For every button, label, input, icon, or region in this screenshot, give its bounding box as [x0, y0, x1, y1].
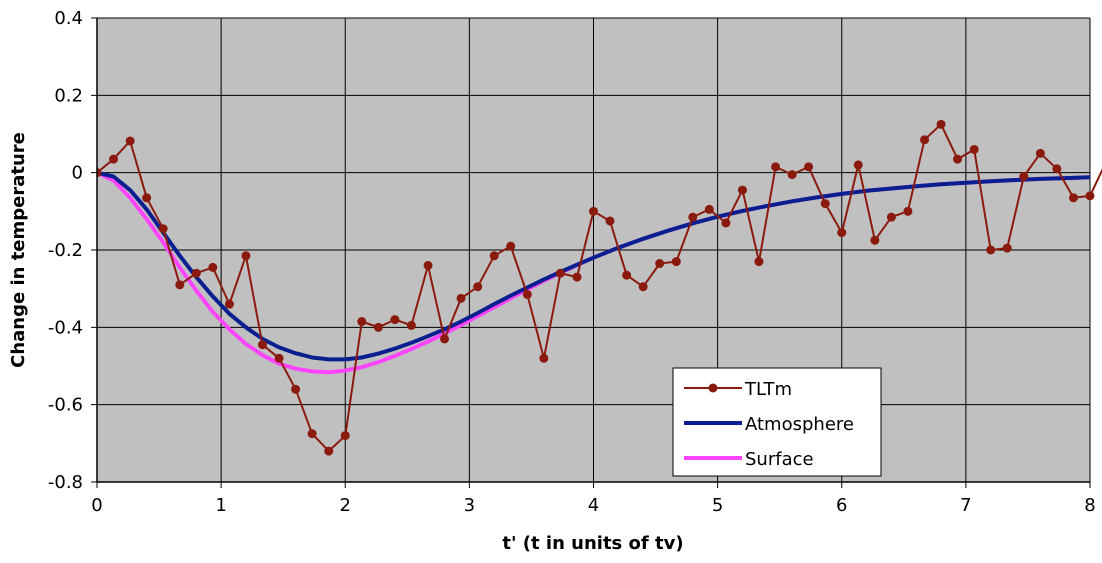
data-point — [1002, 243, 1012, 253]
data-point — [274, 353, 284, 363]
data-point — [936, 119, 946, 129]
data-point — [97, 168, 102, 178]
series-tltm — [97, 119, 1102, 456]
x-tick-label: 1 — [215, 495, 226, 516]
data-point — [837, 228, 847, 238]
y-tick-label: -0.2 — [48, 240, 83, 261]
data-point — [423, 260, 433, 270]
data-point — [754, 257, 764, 267]
data-point — [953, 154, 963, 164]
y-tick-label: -0.6 — [48, 395, 83, 416]
series-line-atmosphere — [97, 170, 1091, 362]
data-point — [241, 251, 251, 261]
data-point — [291, 384, 301, 394]
data-point — [986, 245, 996, 255]
y-tick-labels: 0.4 0.2 0 -0.2 -0.4 -0.6 -0.8 — [48, 8, 83, 493]
data-point — [522, 289, 532, 299]
legend-marker — [708, 383, 718, 393]
data-point — [886, 212, 896, 222]
data-point — [456, 293, 466, 303]
x-tick-label: 0 — [91, 495, 102, 516]
data-point — [473, 282, 483, 292]
data-point — [688, 212, 698, 222]
data-point — [555, 268, 565, 278]
data-point — [208, 262, 218, 272]
y-tick-label: 0.4 — [54, 8, 83, 29]
data-point — [224, 299, 234, 309]
data-point — [655, 259, 665, 269]
data-point — [109, 154, 119, 164]
data-point — [969, 144, 979, 154]
gridlines — [96, 17, 1091, 483]
data-point — [340, 431, 350, 441]
data-point — [539, 353, 549, 363]
data-point — [671, 257, 681, 267]
data-point — [787, 170, 797, 180]
data-point — [622, 270, 632, 280]
y-tick-label: -0.8 — [48, 472, 83, 493]
y-tick-label: 0 — [72, 163, 83, 184]
x-tick-labels: 0 1 2 3 4 5 6 7 8 — [91, 495, 1095, 516]
legend-label-tltm: TLTm — [744, 379, 792, 400]
data-point — [804, 162, 814, 172]
data-point — [324, 446, 334, 456]
series-layer — [97, 119, 1102, 456]
data-point — [1019, 172, 1029, 182]
data-point — [257, 340, 267, 350]
data-point — [307, 429, 317, 439]
x-tick-label: 5 — [712, 495, 723, 516]
data-point — [506, 241, 516, 251]
data-point — [853, 160, 863, 170]
data-point — [373, 322, 383, 332]
data-point — [191, 268, 201, 278]
data-point — [406, 320, 416, 330]
data-point — [605, 216, 615, 226]
x-tick-label: 2 — [340, 495, 351, 516]
data-point — [903, 206, 913, 216]
data-point — [1052, 164, 1062, 174]
legend-label-surface: Surface — [745, 449, 814, 470]
axes — [91, 17, 1091, 488]
y-axis-title: Change in temperature — [8, 132, 29, 368]
data-point — [870, 235, 880, 245]
data-point — [589, 206, 598, 216]
x-tick-label: 7 — [960, 495, 971, 516]
data-point — [1085, 191, 1095, 201]
data-point — [572, 272, 582, 282]
data-point — [125, 136, 135, 146]
y-tick-label: -0.4 — [48, 317, 83, 338]
data-point — [357, 317, 367, 327]
data-point — [721, 218, 731, 228]
data-point — [175, 280, 185, 290]
data-point — [704, 204, 714, 214]
x-tick-label: 6 — [836, 495, 847, 516]
data-point — [1068, 193, 1078, 203]
x-tick-label: 3 — [464, 495, 475, 516]
data-point — [390, 315, 400, 325]
data-point — [920, 135, 930, 145]
data-point — [820, 199, 830, 209]
data-point — [158, 224, 168, 234]
x-tick-label: 8 — [1084, 495, 1095, 516]
series-atmosphere — [97, 170, 1091, 362]
y-tick-label: 0.2 — [54, 85, 83, 106]
legend-label-atmosphere: Atmosphere — [745, 414, 854, 435]
data-point — [489, 251, 499, 261]
data-point — [771, 162, 781, 172]
x-axis-title: t' (t in units of tv) — [502, 533, 683, 554]
legend: TLTm Atmosphere Surface — [672, 367, 882, 477]
data-point — [1035, 148, 1045, 158]
data-point — [142, 193, 152, 203]
data-point — [638, 282, 648, 292]
data-point — [737, 185, 747, 195]
x-tick-label: 4 — [588, 495, 599, 516]
data-point — [440, 334, 450, 344]
legend-items: TLTm Atmosphere Surface — [684, 379, 854, 470]
